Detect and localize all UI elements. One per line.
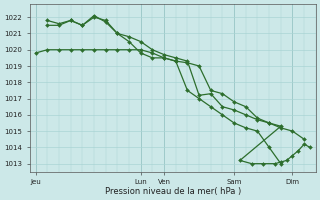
X-axis label: Pression niveau de la mer( hPa ): Pression niveau de la mer( hPa ) [105,187,241,196]
